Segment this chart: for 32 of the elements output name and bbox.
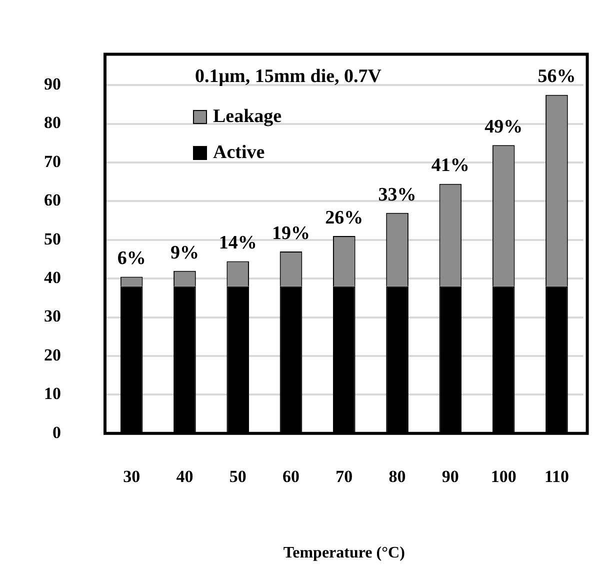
x-tick-label: 70: [336, 466, 353, 486]
annotation: 9%: [170, 242, 199, 264]
annotation: 14%: [218, 232, 257, 254]
y-tick-label: 20: [44, 345, 61, 364]
annotation: 41%: [431, 155, 470, 176]
annotation: 6%: [117, 248, 146, 270]
annotation: 19%: [272, 222, 310, 244]
x-tick-label: 60: [282, 466, 300, 486]
y-tick-label: 0: [52, 422, 61, 442]
annotation: 0.1μm, 15mm die, 0.7V: [195, 66, 382, 88]
x-tick-label: 50: [229, 466, 246, 486]
x-tick-label: 90: [442, 466, 459, 486]
y-tick-label: 40: [44, 268, 61, 288]
y-tick-label: 10: [44, 384, 61, 404]
annotation: 26%: [325, 207, 364, 228]
y-tick-label: 80: [44, 113, 61, 132]
x-axis-title: Temperature (°C): [283, 544, 405, 562]
x-tick-label: 40: [176, 466, 194, 486]
y-tick-label: 50: [44, 229, 61, 248]
x-tick-label: 30: [123, 466, 140, 486]
legend-label: Active: [213, 142, 265, 164]
annotation: 56%: [538, 66, 576, 88]
x-tick-label: 110: [544, 466, 569, 486]
annotation: 33%: [378, 184, 416, 206]
y-tick-label: 70: [44, 152, 61, 171]
legend-label: Leakage: [213, 106, 282, 128]
y-tick-label: 60: [44, 190, 61, 210]
y-tick-label: 30: [44, 306, 61, 326]
annotation: 49%: [484, 116, 523, 138]
y-tick-label: 90: [44, 74, 61, 94]
x-tick-label: 80: [388, 466, 406, 486]
x-tick-label: 100: [490, 466, 516, 486]
